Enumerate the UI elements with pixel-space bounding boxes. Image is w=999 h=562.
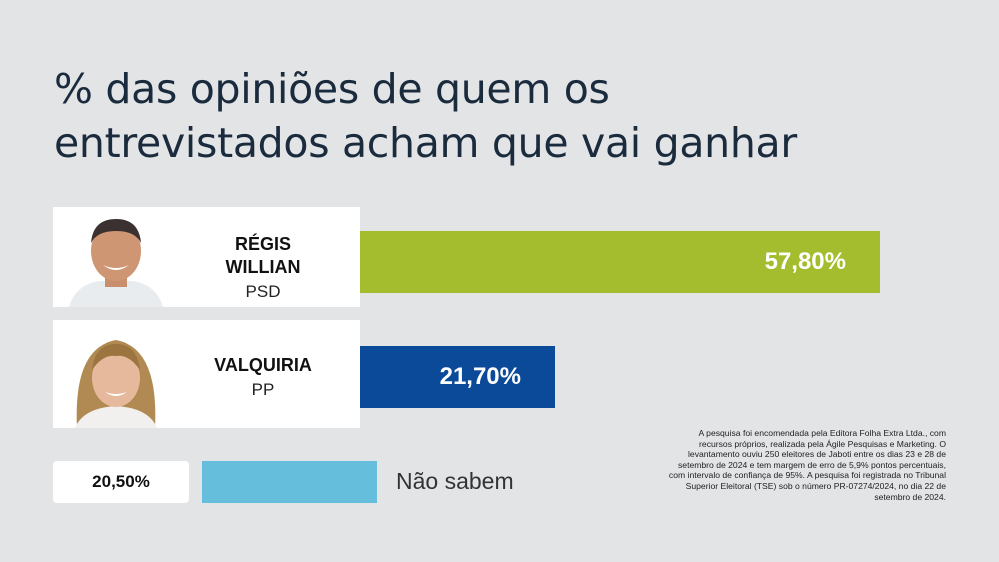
candidate-name-line2: WILLIAN: [225, 257, 301, 277]
candidate-party-valquiria: PP: [251, 380, 275, 399]
bar-nao-sabem: [202, 461, 377, 503]
candidate-card-regis: RÉGIS WILLIAN PSD: [53, 207, 360, 307]
bar-regis: 57,80%: [360, 231, 880, 293]
candidate-party-regis: PSD: [245, 282, 281, 301]
nao-sabem-label: Não sabem: [396, 468, 514, 494]
chart-title: % das opiniões de quem os entrevistados …: [54, 65, 797, 167]
candidate-name-regis: RÉGIS WILLIAN: [183, 233, 343, 279]
candidate-photo-regis: [69, 213, 163, 307]
bar-value-label-regis: 57,80%: [764, 248, 846, 275]
candidate-name-valquiria: VALQUIRIA: [214, 355, 312, 375]
bar-value-label-valquiria: 21,70%: [439, 363, 521, 390]
bar-valquiria: 21,70%: [360, 346, 555, 408]
candidate-card-valquiria: VALQUIRIA PP: [53, 320, 360, 428]
candidate-photo-valquiria: [69, 328, 163, 428]
candidate-name-line1: RÉGIS: [234, 234, 291, 254]
nao-sabem-value: 20,50%: [53, 461, 189, 503]
footnote: A pesquisa foi encomendada pela Editora …: [668, 428, 946, 502]
